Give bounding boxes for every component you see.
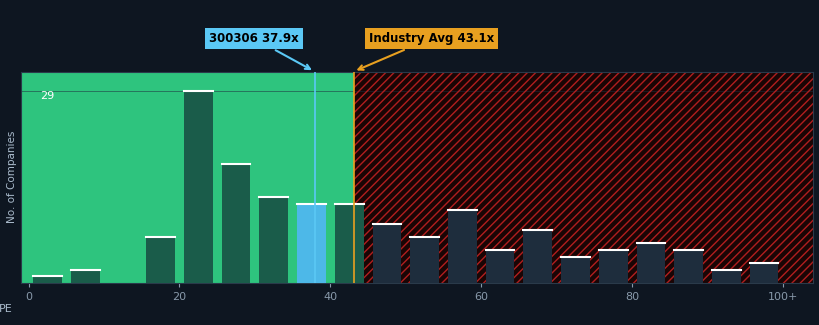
Text: Industry Avg 43.1x: Industry Avg 43.1x	[358, 32, 494, 70]
Y-axis label: No. of Companies: No. of Companies	[7, 131, 17, 224]
Bar	[560, 257, 589, 283]
Bar	[485, 250, 514, 283]
Bar	[221, 164, 250, 283]
Bar	[598, 250, 627, 283]
Bar	[673, 250, 702, 283]
Bar	[447, 210, 476, 283]
Text: 300306 37.9x: 300306 37.9x	[209, 32, 310, 69]
X-axis label: PE: PE	[0, 304, 12, 314]
Bar	[259, 197, 287, 283]
Bar	[749, 263, 777, 283]
Bar	[70, 270, 99, 283]
Bar	[334, 204, 363, 283]
Bar	[636, 243, 664, 283]
Text: 29: 29	[40, 91, 54, 101]
Bar	[146, 237, 174, 283]
Bar	[711, 270, 740, 283]
Bar	[296, 204, 325, 283]
Bar	[21, 72, 353, 283]
Bar	[410, 237, 438, 283]
Bar	[33, 277, 61, 283]
Bar	[372, 224, 400, 283]
Bar	[523, 230, 551, 283]
Bar	[183, 91, 212, 283]
